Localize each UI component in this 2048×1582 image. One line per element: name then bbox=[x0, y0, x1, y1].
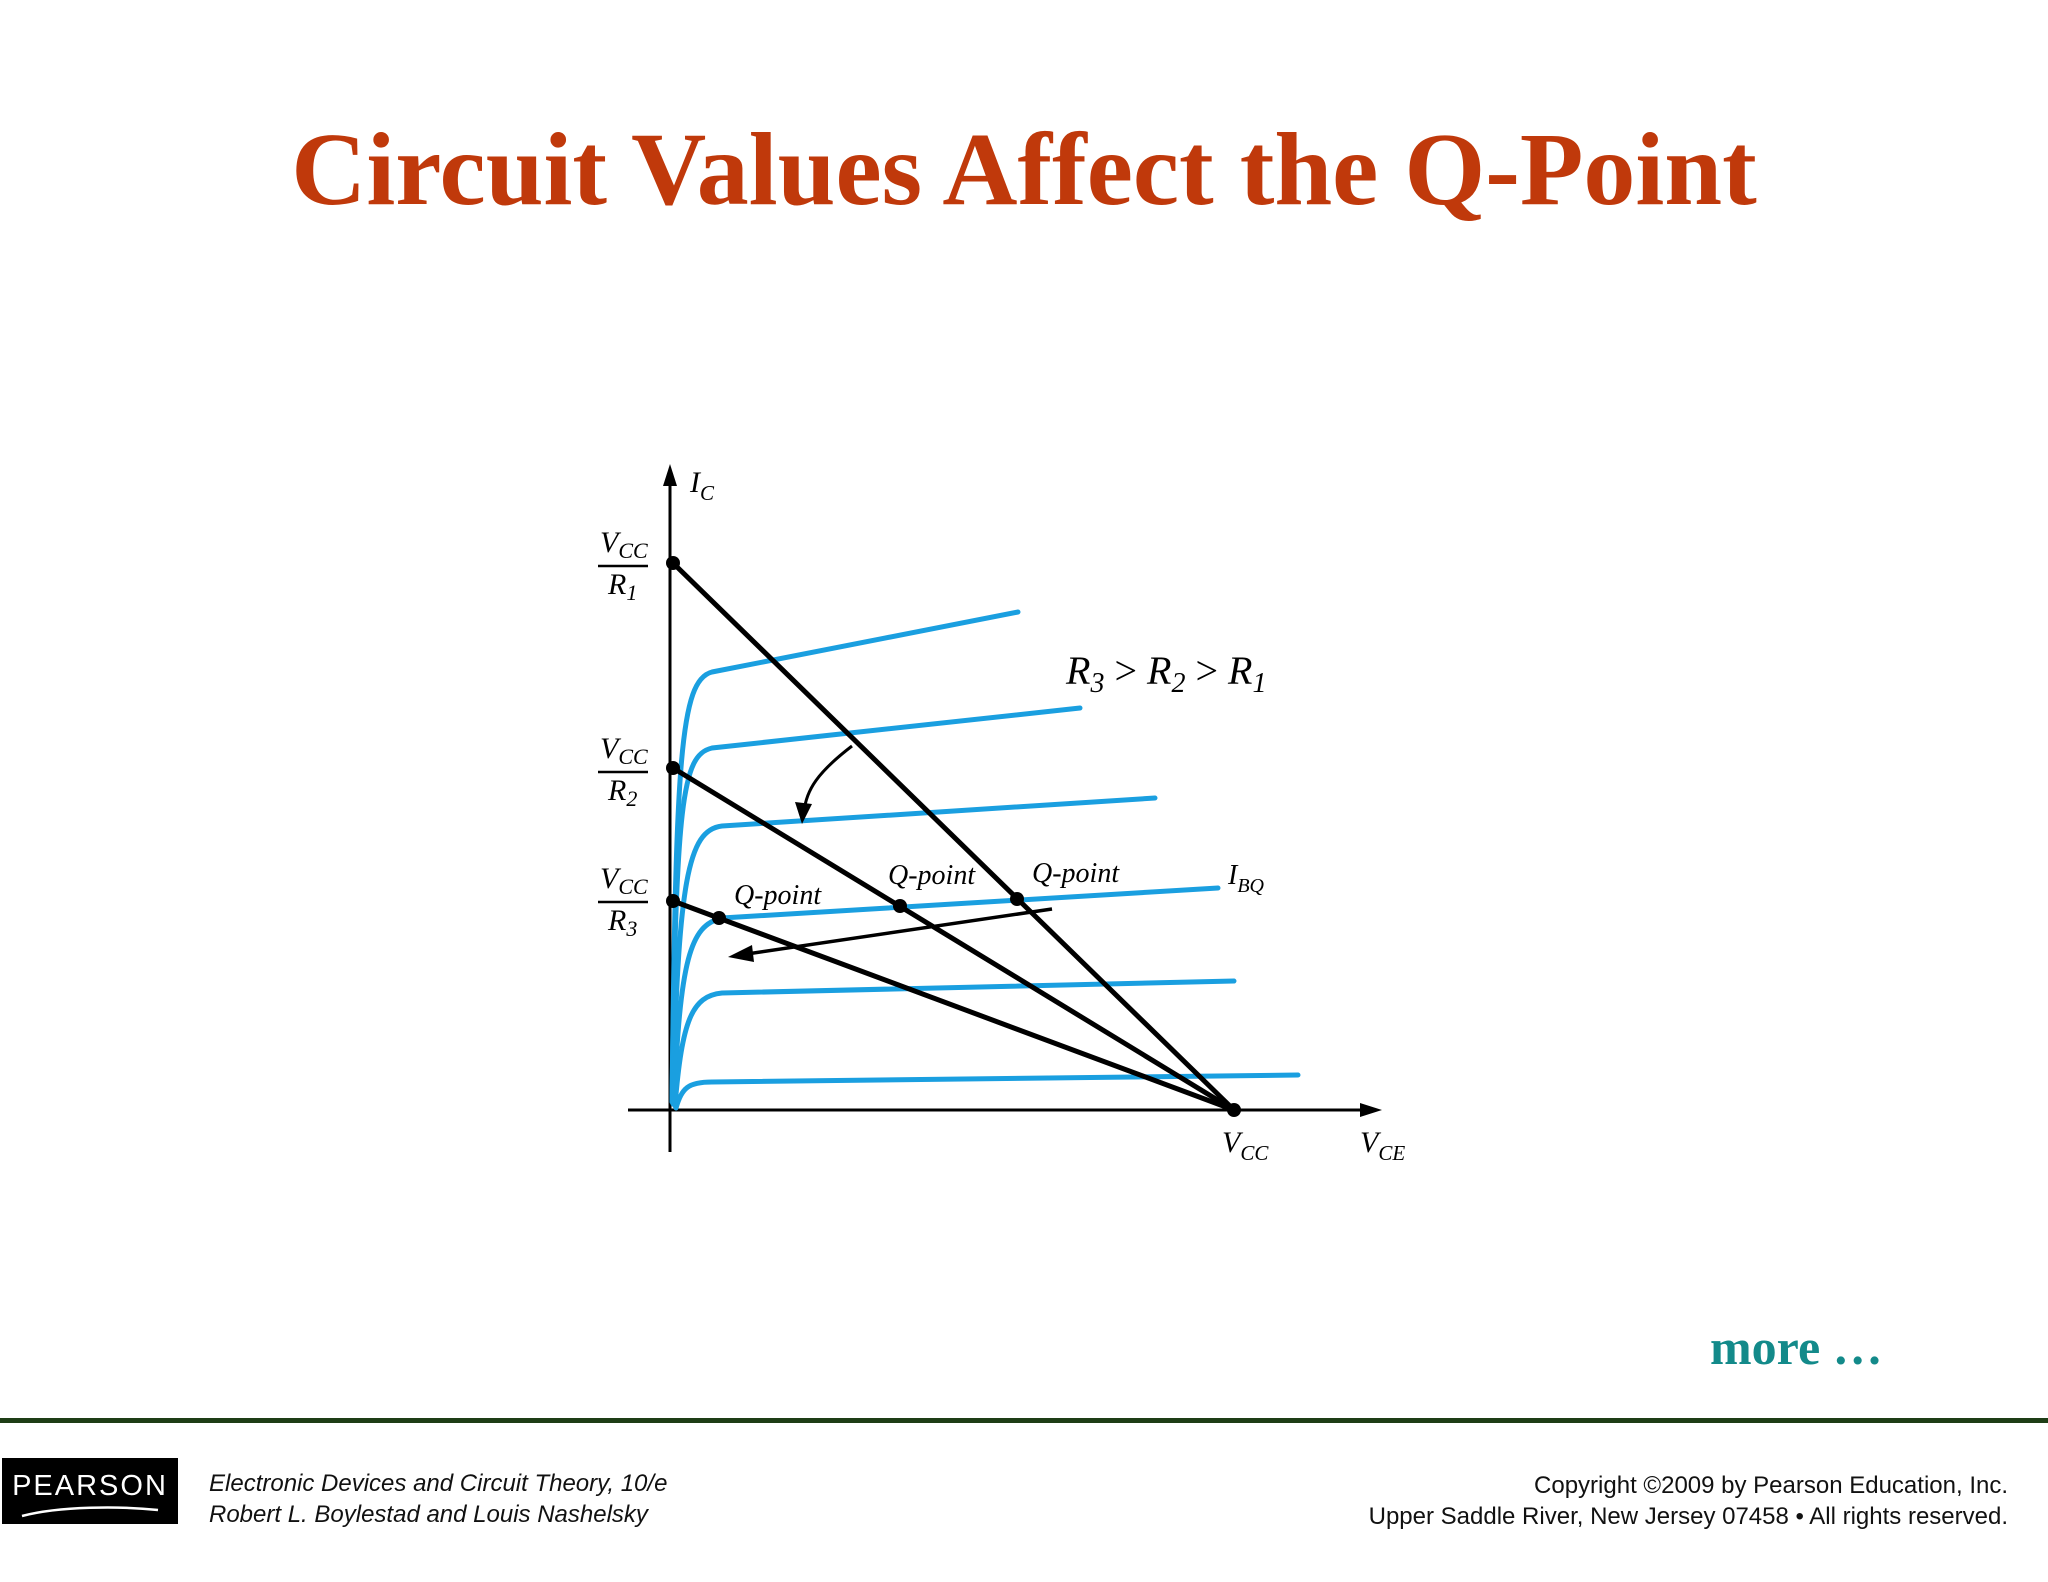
logo-text: PEARSON bbox=[12, 1470, 168, 1502]
logo-swoosh-icon bbox=[21, 1506, 159, 1518]
intercept-r3 bbox=[666, 894, 680, 908]
slide-title: Circuit Values Affect the Q-Point bbox=[291, 112, 1757, 227]
svg-text:R3: R3 bbox=[607, 904, 637, 941]
x-axis-arrow-icon bbox=[1360, 1103, 1382, 1117]
qpoint-label-r3: Q-point bbox=[734, 880, 822, 911]
qpoint-r3 bbox=[712, 911, 726, 925]
intercept-r1 bbox=[666, 556, 680, 570]
ib-curve-1 bbox=[673, 1072, 1301, 1111]
ib-curve-5 bbox=[669, 705, 1083, 1105]
ib-curve-6 bbox=[669, 609, 1021, 1103]
qpoint-label-r1: Q-point bbox=[1032, 858, 1120, 889]
svg-text:R1: R1 bbox=[607, 568, 637, 605]
load-lines bbox=[671, 561, 1236, 1113]
fraction-vcc-r1: VCC R1 bbox=[598, 526, 648, 605]
publisher-logo: PEARSON bbox=[2, 1458, 178, 1524]
qpoint-r2 bbox=[893, 899, 907, 913]
qpoint-shift-arrowhead-icon bbox=[728, 945, 754, 962]
resistance-relation: R3 > R2 > R1 bbox=[1065, 648, 1266, 699]
y-axis-arrow-icon bbox=[663, 464, 677, 486]
more-link[interactable]: more … bbox=[1710, 1319, 1883, 1375]
characteristic-curves bbox=[669, 609, 1301, 1111]
book-info: Electronic Devices and Circuit Theory, 1… bbox=[209, 1468, 667, 1530]
ib-curve-2 bbox=[672, 978, 1237, 1109]
ibq-label: IBQ bbox=[1227, 860, 1265, 897]
curved-arrow bbox=[802, 744, 853, 813]
ib-curve-4 bbox=[670, 795, 1158, 1107]
svg-text:R2: R2 bbox=[607, 774, 637, 811]
points bbox=[666, 556, 1241, 1117]
svg-text:VCC: VCC bbox=[600, 732, 648, 769]
vcc-intercept bbox=[1227, 1103, 1241, 1117]
intercept-r2 bbox=[666, 761, 680, 775]
fraction-vcc-r3: VCC R3 bbox=[598, 862, 648, 941]
load-line-r3 bbox=[672, 898, 1235, 1113]
svg-text:VCC: VCC bbox=[600, 862, 648, 899]
y-axis-label: IC bbox=[689, 466, 715, 505]
qpoint-r1 bbox=[1010, 892, 1024, 906]
book-authors: Robert L. Boylestad and Louis Nashelsky bbox=[209, 1501, 648, 1528]
book-title: Electronic Devices and Circuit Theory, 1… bbox=[209, 1470, 668, 1497]
load-line-r2 bbox=[671, 765, 1236, 1113]
footer-divider bbox=[0, 1418, 2048, 1423]
qpoint-shift-arrow bbox=[739, 907, 1053, 957]
curved-arrow-head-icon bbox=[795, 802, 812, 824]
fraction-vcc-r2: VCC R2 bbox=[598, 732, 648, 811]
copyright-info: Copyright ©2009 by Pearson Education, In… bbox=[1369, 1470, 2008, 1532]
load-line-r1 bbox=[671, 561, 1236, 1112]
qpoint-label-r2: Q-point bbox=[888, 860, 976, 891]
axes bbox=[628, 478, 1370, 1152]
copyright-line: Copyright ©2009 by Pearson Education, In… bbox=[1534, 1472, 2008, 1499]
vcc-label: VCC bbox=[1222, 1126, 1269, 1165]
svg-text:VCC: VCC bbox=[600, 526, 648, 563]
x-axis-label: VCE bbox=[1360, 1126, 1405, 1165]
address-line: Upper Saddle River, New Jersey 07458 • A… bbox=[1368, 1503, 2008, 1530]
